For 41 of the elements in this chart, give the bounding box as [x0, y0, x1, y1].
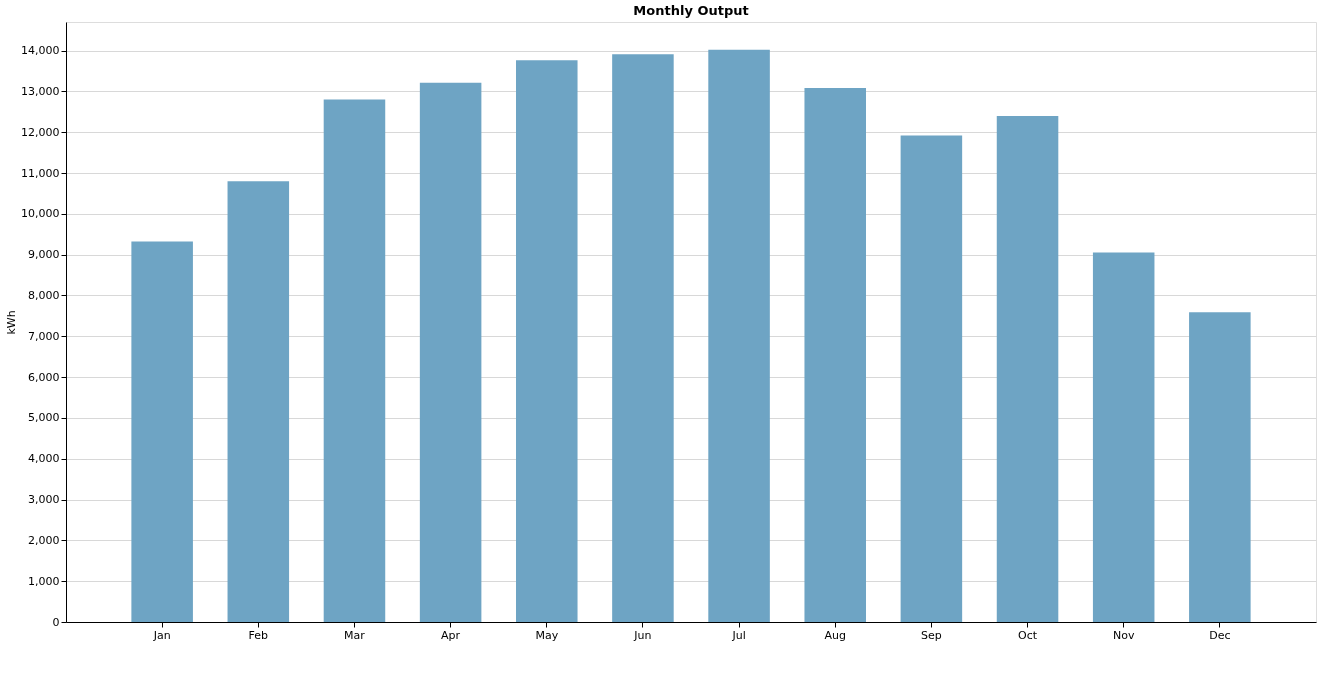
y-tick-label: 12,000	[21, 125, 60, 139]
bar	[227, 181, 290, 622]
x-tick-label: Feb	[248, 628, 269, 642]
bar	[804, 88, 866, 622]
x-tick-label: Sep	[921, 628, 942, 642]
x-tick-label: Dec	[1209, 628, 1231, 642]
x-tick-label: Nov	[1112, 628, 1135, 642]
y-tick-label: 5,000	[28, 411, 60, 425]
y-tick-label: 0	[52, 615, 60, 629]
x-tick-label: Aug	[824, 628, 846, 642]
y-tick-label: 2,000	[28, 533, 60, 547]
bar	[1092, 252, 1155, 622]
bar	[996, 115, 1059, 622]
y-tick-label: 11,000	[21, 166, 60, 180]
x-tick-label: Apr	[441, 628, 461, 642]
y-tick-label: 3,000	[28, 493, 60, 507]
bar	[323, 99, 386, 622]
bar	[131, 241, 193, 622]
bar	[419, 82, 482, 622]
y-axis-title: kWh	[5, 310, 19, 335]
bar	[1189, 312, 1251, 622]
chart-title: Monthly Output	[633, 3, 749, 18]
y-tick-label: 10,000	[21, 207, 60, 221]
y-tick-label: 14,000	[21, 44, 60, 58]
bar	[612, 54, 674, 622]
y-tick-label: 13,000	[21, 84, 60, 98]
bar	[708, 49, 770, 622]
y-tick-label: 1,000	[28, 574, 60, 588]
y-tick-label: 9,000	[28, 248, 60, 262]
x-tick-label: Jul	[731, 628, 746, 642]
x-tick-label: Mar	[344, 628, 366, 642]
bar	[900, 135, 963, 622]
y-tick-label: 4,000	[28, 452, 60, 466]
y-tick-label: 6,000	[28, 370, 60, 384]
y-tick-label: 7,000	[28, 329, 60, 343]
x-tick-label: May	[535, 628, 559, 642]
x-tick-label: Jan	[152, 628, 171, 642]
x-tick-label: Jun	[633, 628, 652, 642]
x-tick-label: Oct	[1018, 628, 1038, 642]
bar	[516, 60, 578, 622]
y-tick-label: 8,000	[28, 288, 60, 302]
